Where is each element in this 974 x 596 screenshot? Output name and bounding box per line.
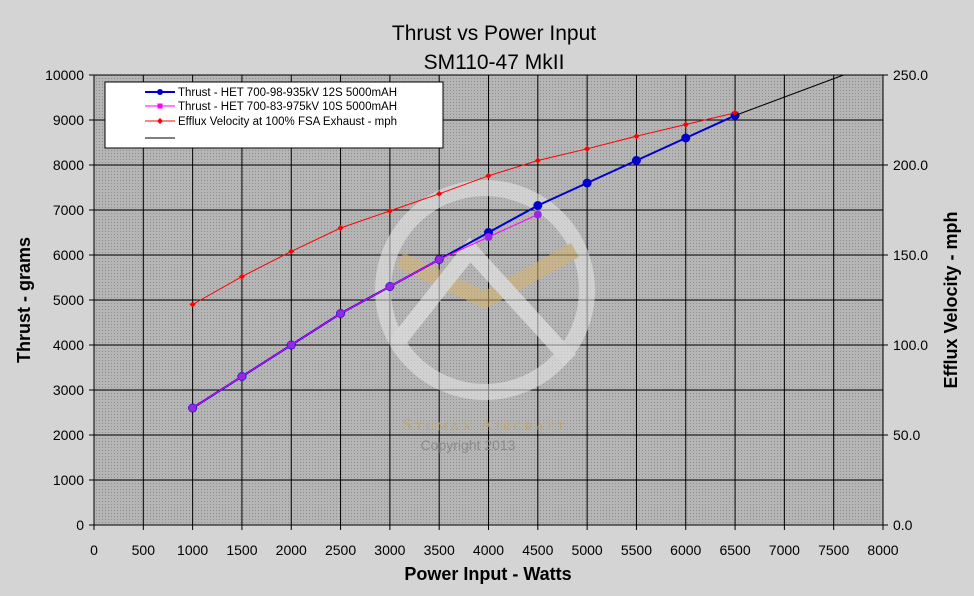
overlap-point <box>385 282 394 291</box>
overlap-point <box>484 233 493 241</box>
data-point-3 <box>485 172 492 179</box>
x-tick-label: 2000 <box>276 542 307 558</box>
data-point-3 <box>288 248 295 255</box>
legend-label-2: Thrust - HET 700-83-975kV 10S 5000mAH <box>178 101 397 113</box>
y2-tick-label: 250.0 <box>893 67 928 83</box>
x-tick-label: 500 <box>132 542 156 558</box>
data-point-3 <box>584 145 591 152</box>
chart-title: Thrust vs Power Input <box>392 22 596 45</box>
overlap-point <box>435 255 444 264</box>
legend-marker-3 <box>157 118 163 124</box>
data-point-1 <box>582 178 592 188</box>
overlap-point <box>188 404 197 412</box>
y2-axis-label: Efflux Velocity - mph <box>941 211 961 388</box>
legend-label-1: Thrust - HET 700-98-935kV 12S 5000mAH <box>178 87 397 99</box>
data-point-3 <box>189 301 196 308</box>
data-point-1 <box>533 201 543 210</box>
chart-subtitle: SM110-47 MkII <box>424 51 565 74</box>
y-tick-label: 0 <box>76 517 84 533</box>
y-axis-label: Thrust - grams <box>14 237 34 363</box>
x-tick-label: 8000 <box>867 542 898 558</box>
data-point-3 <box>386 207 393 214</box>
y-tick-label: 4000 <box>53 337 84 353</box>
series-line-2 <box>192 214 539 409</box>
x-tick-label: 7000 <box>769 542 800 558</box>
y-tick-label: 5000 <box>53 292 84 308</box>
x-tick-label: 1000 <box>177 542 208 558</box>
x-tick-label: 3000 <box>374 542 405 558</box>
y2-tick-label: 150.0 <box>893 247 928 263</box>
series-layer <box>188 74 844 413</box>
overlap-point <box>287 341 296 349</box>
y2-tick-label: 200.0 <box>893 157 928 173</box>
overlap-point <box>533 210 542 219</box>
x-tick-label: 2500 <box>325 542 356 558</box>
data-point-3 <box>633 133 640 140</box>
y-tick-label: 9000 <box>53 112 84 128</box>
series-line-3 <box>192 112 736 305</box>
watermark-copyright: Copyright 2013 <box>421 437 516 453</box>
x-tick-label: 4500 <box>522 542 553 558</box>
y-tick-label: 3000 <box>53 382 84 398</box>
data-point-3 <box>436 190 443 197</box>
overlap-point <box>237 372 246 381</box>
overlap-point <box>336 309 345 318</box>
y2-tick-label: 100.0 <box>893 337 928 353</box>
legend-label-3: Efflux Velocity at 100% FSA Exhaust - mp… <box>178 116 397 128</box>
x-tick-label: 1500 <box>226 542 257 558</box>
legend-marker-1 <box>157 89 163 95</box>
y-tick-label: 10000 <box>45 67 84 83</box>
data-point-3 <box>732 109 739 116</box>
watermark-brand: Stumax Aircraft <box>403 415 568 434</box>
y-tick-label: 8000 <box>53 157 84 173</box>
x-tick-label: 4000 <box>473 542 504 558</box>
y-tick-label: 1000 <box>53 472 84 488</box>
data-point-1 <box>681 133 691 143</box>
y2-tick-label: 0.0 <box>893 517 913 533</box>
y-tick-label: 2000 <box>53 427 84 443</box>
x-tick-label: 6000 <box>670 542 701 558</box>
x-tick-label: 7500 <box>818 542 849 558</box>
x-tick-label: 5500 <box>621 542 652 558</box>
data-point-1 <box>631 156 641 165</box>
x-tick-label: 5000 <box>572 542 603 558</box>
axes: 0 500 1000 1500 2000 2500 3000 3500 4000 4500 5000… <box>45 67 928 558</box>
x-tick-label: 3500 <box>424 542 455 558</box>
y-tick-label: 6000 <box>53 247 84 263</box>
series-line-4 <box>734 74 844 116</box>
x-axis-label: Power Input - Watts <box>404 564 571 584</box>
data-point-3 <box>337 225 344 231</box>
data-point-3 <box>682 121 689 128</box>
x-tick-label: 6500 <box>719 542 750 558</box>
x-tick-label: 0 <box>90 542 98 558</box>
y-tick-label: 7000 <box>53 202 84 218</box>
y2-tick-label: 50.0 <box>893 427 920 443</box>
data-point-3 <box>534 157 541 164</box>
legend-marker-2 <box>157 103 163 109</box>
legend: Thrust - HET 700-98-935kV 12S 5000mAH Th… <box>104 81 444 149</box>
data-point-3 <box>238 273 245 280</box>
